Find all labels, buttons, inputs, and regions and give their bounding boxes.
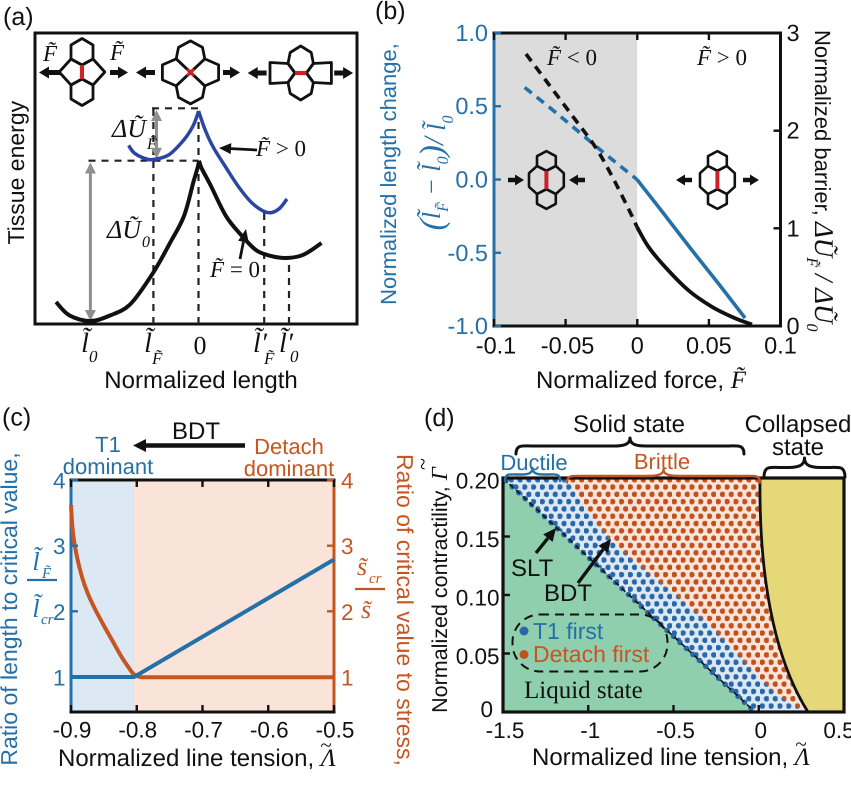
svg-text:Detach: Detach: [254, 434, 324, 459]
svg-text:-0.6: -0.6: [250, 718, 289, 743]
svg-text:s̃: s̃: [361, 595, 373, 624]
svg-text:Normalized length change,: Normalized length change,: [376, 43, 401, 305]
svg-text:F̃: F̃: [42, 41, 58, 66]
svg-text:0.5: 0.5: [823, 718, 851, 743]
svg-text:s̃: s̃: [357, 552, 369, 581]
svg-text:0.05: 0.05: [686, 333, 732, 359]
svg-text:1: 1: [787, 215, 800, 241]
svg-text:F̃: F̃: [151, 349, 163, 368]
svg-text:3: 3: [787, 20, 800, 46]
svg-text:state: state: [772, 434, 824, 461]
svg-text:0.5: 0.5: [455, 93, 488, 119]
svg-text:Solid state: Solid state: [573, 411, 685, 438]
svg-text:0.1: 0.1: [764, 333, 797, 359]
svg-text:Detach first: Detach first: [533, 641, 650, 667]
svg-text:0.05: 0.05: [456, 644, 500, 669]
svg-text:-0.9: -0.9: [53, 718, 92, 743]
svg-text:0.10: 0.10: [456, 586, 500, 611]
svg-text:0: 0: [194, 331, 207, 360]
svg-text:Brittle: Brittle: [634, 449, 690, 474]
svg-text:4: 4: [341, 469, 354, 494]
svg-text:F̃ > 0: F̃ > 0: [696, 45, 747, 70]
svg-text:0.20: 0.20: [456, 469, 500, 494]
svg-text:BDT: BDT: [172, 418, 220, 445]
svg-text:Normalized contractility, Γ: Normalized contractility, Γ: [427, 466, 452, 713]
svg-text:Normalized force, F̃: Normalized force, F̃: [536, 367, 747, 394]
svg-text:l̃′: l̃′: [253, 327, 268, 359]
svg-text:cr: cr: [369, 571, 382, 587]
svg-text:Liquid state: Liquid state: [524, 677, 643, 704]
svg-text:F̃: F̃: [146, 135, 157, 153]
svg-text:l̃: l̃: [32, 547, 43, 576]
svg-text:-0.5: -0.5: [656, 718, 695, 743]
svg-text:1: 1: [53, 666, 66, 691]
svg-text:(a): (a): [3, 3, 34, 31]
svg-text:~: ~: [320, 733, 331, 757]
svg-text:Tissue energy: Tissue energy: [3, 100, 29, 244]
svg-text:4: 4: [53, 469, 66, 494]
svg-text:-0.5: -0.5: [448, 240, 489, 266]
svg-text:F̃: F̃: [263, 349, 275, 368]
svg-text:0: 0: [142, 234, 150, 251]
svg-text:(d): (d): [424, 404, 455, 432]
svg-text:0: 0: [480, 697, 493, 722]
svg-text:~: ~: [795, 732, 806, 756]
svg-text:Normalized length: Normalized length: [104, 367, 297, 394]
svg-text:0: 0: [631, 333, 644, 359]
svg-text:l̃: l̃: [32, 594, 43, 623]
svg-text:-1: -1: [580, 718, 600, 743]
svg-text:BDT: BDT: [544, 580, 592, 607]
svg-text:F̃ = 0: F̃ = 0: [209, 257, 260, 282]
svg-text:ΔŨ: ΔŨ: [106, 215, 143, 244]
svg-text:3: 3: [341, 534, 354, 559]
svg-text:Ratio of length to critical va: Ratio of length to critical value,: [0, 452, 22, 765]
svg-text:T1 first: T1 first: [533, 618, 604, 644]
svg-text:-0.1: -0.1: [476, 333, 517, 359]
svg-text:2: 2: [341, 600, 354, 625]
svg-text:-0.8: -0.8: [118, 718, 157, 743]
svg-text:Normalized line tension, Λ: Normalized line tension, Λ: [532, 744, 810, 771]
svg-text:cr: cr: [41, 612, 54, 628]
svg-text:1: 1: [341, 666, 354, 691]
svg-text:Normalized line tension, Λ: Normalized line tension, Λ: [58, 745, 336, 772]
svg-text:0.0: 0.0: [455, 167, 488, 193]
svg-text:-0.7: -0.7: [184, 718, 223, 743]
svg-text:3: 3: [53, 534, 66, 559]
svg-text:0: 0: [787, 313, 800, 339]
svg-text:(c): (c): [2, 404, 31, 432]
svg-text:Collapsed: Collapsed: [745, 411, 851, 438]
svg-text:0: 0: [290, 347, 299, 366]
svg-text:dominant: dominant: [244, 456, 335, 481]
svg-text:2: 2: [53, 600, 66, 625]
svg-text:~: ~: [410, 458, 435, 470]
svg-text:F̃: F̃: [41, 565, 52, 582]
svg-text:-0.05: -0.05: [541, 333, 595, 359]
svg-text:F̃: F̃: [109, 40, 125, 65]
svg-text:Ratio of critical value to str: Ratio of critical value to stress,: [392, 454, 418, 766]
svg-text:ΔŨ: ΔŨ: [111, 114, 148, 143]
svg-text:-1.5: -1.5: [486, 718, 525, 743]
svg-text:dominant: dominant: [63, 454, 154, 479]
svg-text:0: 0: [754, 718, 767, 743]
svg-text:F̃ < 0: F̃ < 0: [546, 45, 597, 70]
svg-text:-0.5: -0.5: [316, 718, 355, 743]
svg-text:l̃′: l̃′: [279, 327, 294, 359]
svg-text:F̃ > 0: F̃ > 0: [255, 136, 306, 161]
svg-text:SLT: SLT: [511, 555, 554, 582]
svg-text:1.0: 1.0: [455, 20, 488, 46]
svg-text:(b): (b): [375, 0, 406, 25]
svg-text:0.15: 0.15: [456, 527, 500, 552]
svg-text:-1.0: -1.0: [448, 313, 489, 339]
svg-text:2: 2: [787, 118, 800, 144]
svg-text:0: 0: [89, 347, 98, 366]
svg-text:(l̃F̃ − l̃0)/ l̃0: (l̃F̃ − l̃0)/ l̃0: [414, 116, 457, 231]
svg-text:T1: T1: [95, 432, 121, 457]
